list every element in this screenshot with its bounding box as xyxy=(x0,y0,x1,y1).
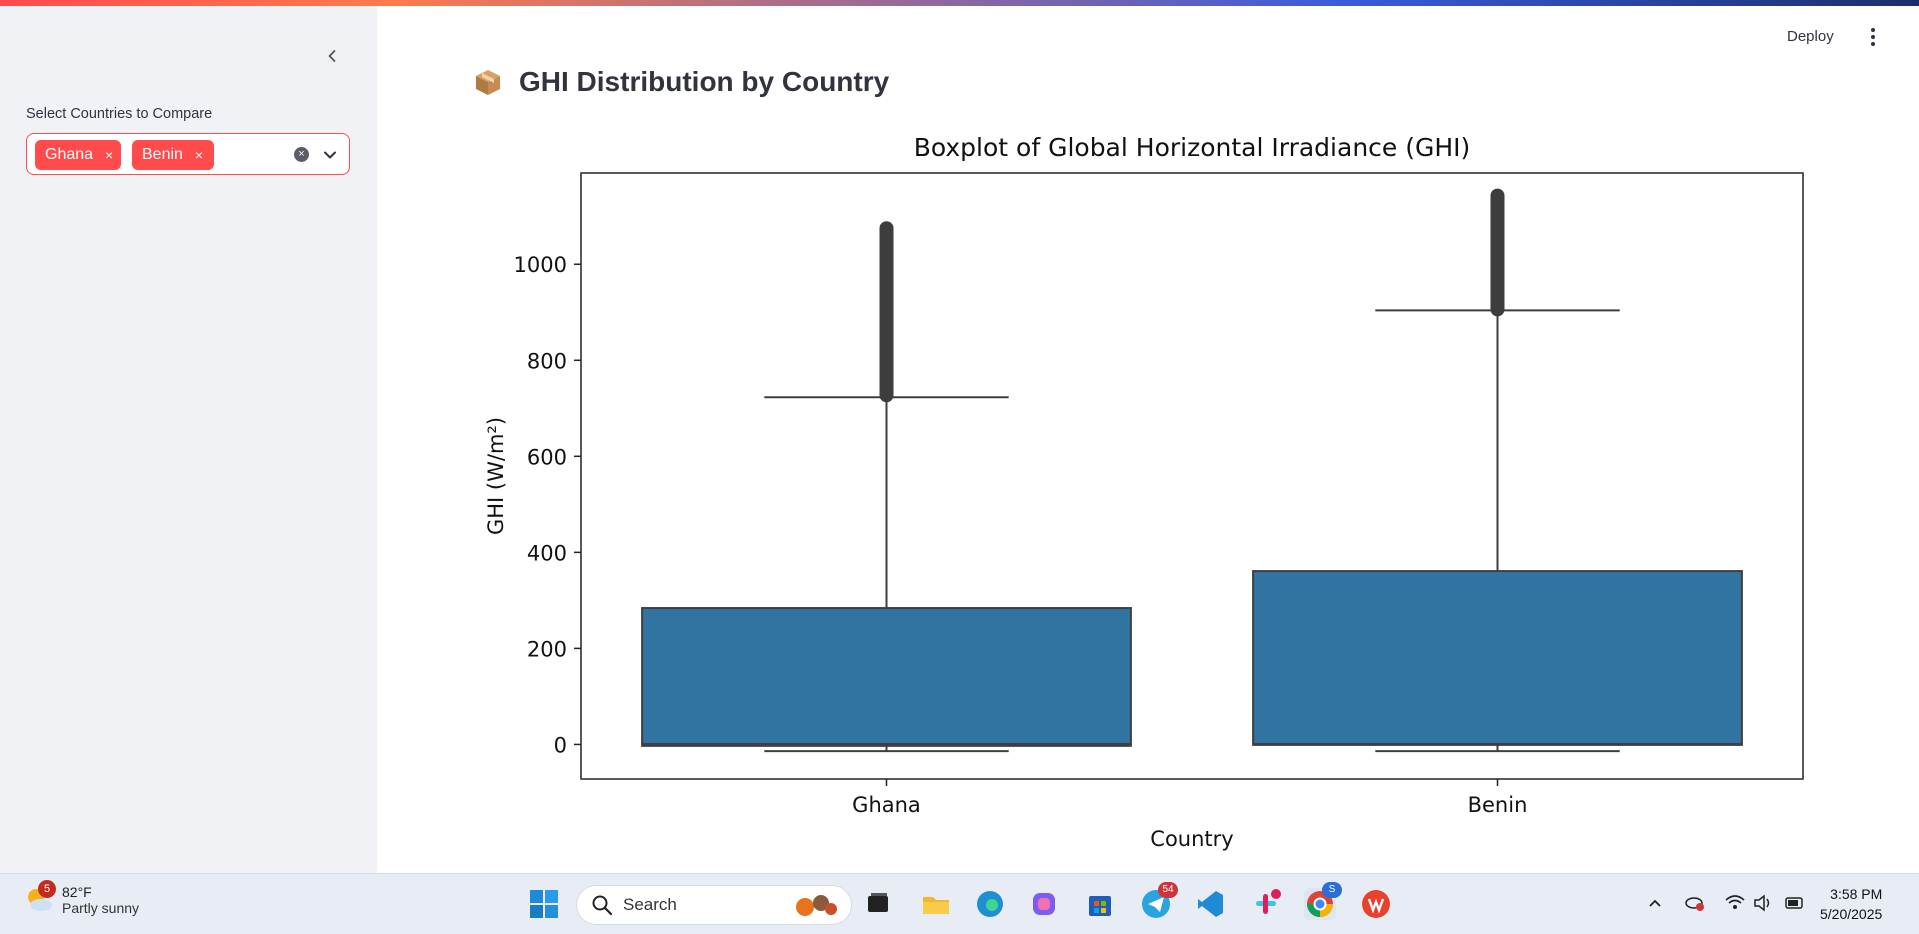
boxplot-marks xyxy=(641,188,1743,753)
page-title: GHI Distribution by Country xyxy=(473,66,889,98)
wps-office-icon[interactable] xyxy=(1360,888,1392,920)
page-title-text: GHI Distribution by Country xyxy=(519,66,890,97)
x-axis: Ghana Benin xyxy=(852,779,1527,817)
remove-chip-icon[interactable]: × xyxy=(194,147,204,163)
chip-label: Ghana xyxy=(45,146,94,163)
country-multiselect[interactable]: Ghana × Benin × × xyxy=(26,133,350,175)
y-tick-label: 0 xyxy=(554,733,567,757)
telegram-app[interactable]: 54 xyxy=(1140,882,1178,920)
search-placeholder: Search xyxy=(623,895,677,914)
wifi-icon[interactable] xyxy=(1724,892,1746,914)
clock-date: 5/20/2025 xyxy=(1820,906,1883,922)
copilot-icon[interactable] xyxy=(1028,888,1060,920)
telegram-badge: 54 xyxy=(1158,882,1178,898)
remove-chip-icon[interactable]: × xyxy=(105,147,114,163)
sidebar: Select Countries to Compare Ghana × Beni… xyxy=(0,6,377,873)
package-icon xyxy=(476,70,500,95)
battery-icon[interactable] xyxy=(1784,892,1806,914)
onedrive-error-icon[interactable] xyxy=(1684,892,1706,914)
weather-condition: Partly sunny xyxy=(62,900,140,916)
x-tick-label: Benin xyxy=(1468,793,1528,817)
task-view-icon[interactable] xyxy=(862,888,894,920)
slack-icon[interactable] xyxy=(1250,888,1282,920)
microsoft-store-icon[interactable] xyxy=(1084,888,1116,920)
search-highlight-icon xyxy=(796,895,837,916)
y-axis: 0 200 400 600 800 1000 xyxy=(514,253,581,757)
chevron-down-icon[interactable] xyxy=(321,146,339,164)
chip-label: Benin xyxy=(142,146,183,163)
collapse-sidebar-button[interactable] xyxy=(316,40,348,72)
taskbar: 5 82°F Partly sunny Search xyxy=(0,873,1919,934)
deploy-button[interactable]: Deploy xyxy=(1787,28,1834,45)
vscode-icon[interactable] xyxy=(1194,888,1226,920)
chart-title: Boxplot of Global Horizontal Irradiance … xyxy=(914,133,1471,162)
show-hidden-icons-icon[interactable] xyxy=(1646,894,1664,912)
clear-all-icon[interactable]: × xyxy=(294,147,309,162)
volume-icon[interactable] xyxy=(1752,892,1774,914)
taskbar-search[interactable]: Search xyxy=(576,885,852,925)
y-tick-label: 200 xyxy=(527,637,567,661)
main-content: Deploy GHI Distribution by Country Boxpl… xyxy=(377,6,1919,873)
file-explorer-icon[interactable] xyxy=(920,888,952,920)
chrome-icon xyxy=(1307,891,1333,917)
y-tick-label: 400 xyxy=(527,541,567,565)
top-decoration-bar xyxy=(0,0,1919,6)
edge-browser-icon[interactable] xyxy=(974,888,1006,920)
weather-widget[interactable]: 5 82°F Partly sunny xyxy=(24,880,140,916)
x-tick-label: Ghana xyxy=(852,793,921,817)
box-ghana xyxy=(641,607,1132,747)
y-tick-label: 600 xyxy=(527,445,567,469)
ghi-boxplot-chart: Boxplot of Global Horizontal Irradiance … xyxy=(484,133,1804,851)
search-icon xyxy=(592,895,613,916)
chip-benin: Benin × xyxy=(132,140,214,170)
windows-start-icon[interactable] xyxy=(528,888,560,920)
weather-temp: 82°F xyxy=(62,884,92,900)
weather-badge: 5 xyxy=(38,880,56,898)
chevron-left-icon xyxy=(328,50,336,62)
x-axis-label: Country xyxy=(1150,827,1233,851)
y-tick-label: 1000 xyxy=(514,253,567,277)
more-menu-icon[interactable] xyxy=(1865,26,1881,48)
plot-frame xyxy=(580,172,1804,780)
y-axis-label: GHI (W/m²) xyxy=(484,417,508,535)
box-benin xyxy=(1252,570,1743,746)
chrome-profile-badge: S xyxy=(1322,882,1342,898)
y-tick-label: 800 xyxy=(527,349,567,373)
taskbar-clock[interactable]: 3:58 PM 5/20/2025 xyxy=(1820,884,1882,924)
chrome-app[interactable]: S xyxy=(1304,882,1342,920)
clock-time: 3:58 PM xyxy=(1830,886,1883,902)
country-select-label: Select Countries to Compare xyxy=(26,106,213,122)
chip-ghana: Ghana × xyxy=(35,140,121,170)
